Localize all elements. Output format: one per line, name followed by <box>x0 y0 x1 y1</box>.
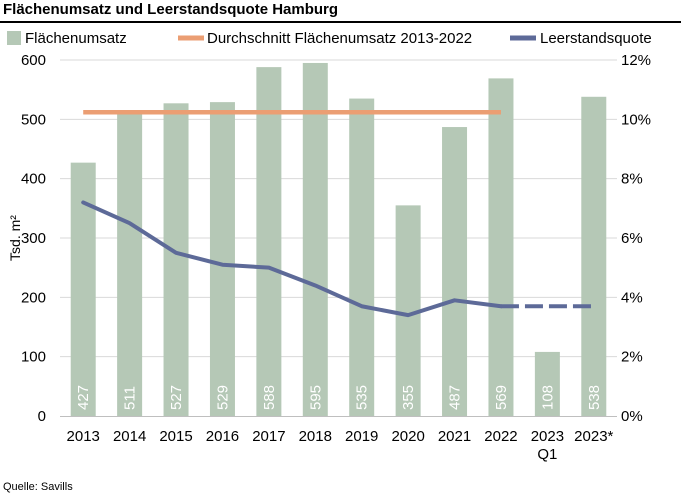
y2-tick-label: 4% <box>621 289 643 306</box>
bar-value-label: 355 <box>400 385 417 410</box>
x-tick-label: 2020 <box>391 428 424 445</box>
bar-value-label: 538 <box>586 385 603 410</box>
y-tick-label: 400 <box>21 171 46 188</box>
x-tick-label: 2023 Q1 <box>531 428 564 463</box>
gridlines <box>60 59 617 358</box>
y-tick-label: 100 <box>21 349 46 366</box>
x-tick-label: 2014 <box>113 428 146 445</box>
y2-tick-label: 2% <box>621 349 643 366</box>
legend: Flächenumsatz Durchschnitt Flächenumsatz … <box>7 30 652 47</box>
legend-label: Flächenumsatz <box>25 30 127 47</box>
y-tick-label: 600 <box>21 52 46 69</box>
x-tick-label: 2022 <box>484 428 517 445</box>
x-tick-label: 2013 <box>67 428 100 445</box>
y2-tick-label: 8% <box>621 171 643 188</box>
x-tick-label: 2016 <box>206 428 239 445</box>
bar-value-label: 511 <box>122 386 139 410</box>
x-tick-label: 2015 <box>159 428 192 445</box>
vacancy-line <box>81 200 503 318</box>
y-tick-label: 300 <box>21 230 46 247</box>
x-tick-label: 2023* <box>574 428 613 445</box>
bar-value-label: 427 <box>75 385 92 410</box>
bar-value-label: 487 <box>447 385 464 410</box>
x-tick-label: 2021 <box>438 428 471 445</box>
bar-value-label: 108 <box>539 385 556 410</box>
bar <box>534 351 560 416</box>
bar-value-label: 569 <box>493 385 510 410</box>
bar-value-label: 595 <box>307 385 324 410</box>
series-lines <box>81 109 594 318</box>
x-tick-label: 2019 <box>345 428 378 445</box>
bar <box>442 127 468 417</box>
y-tick-label: 0 <box>38 408 46 425</box>
bar <box>488 78 514 416</box>
y2-tick-label: 10% <box>621 111 651 128</box>
bar <box>302 62 328 416</box>
bar <box>349 98 375 417</box>
bars: 427 511 527 529 588 595 535 355 487 569 108 538 <box>70 62 607 417</box>
legend-swatch-bar <box>7 31 21 45</box>
chart-title: Flächenumsatz und Leerstandsquote Hambur… <box>3 1 339 18</box>
bar <box>163 103 189 417</box>
bar-value-label: 588 <box>261 385 278 410</box>
axes: 0 100 200 300 400 500 600 0% 2% 4% 6% 8% 10% 12% 2013 2… <box>7 52 651 463</box>
bar <box>117 112 143 416</box>
bar-value-label: 535 <box>354 385 371 410</box>
y-axis-title: Tsd. m² <box>7 215 23 261</box>
y-tick-label: 500 <box>21 111 46 128</box>
y2-tick-label: 0% <box>621 408 643 425</box>
bar-value-label: 527 <box>168 385 185 410</box>
bar <box>256 67 282 417</box>
title-divider <box>0 21 681 23</box>
y2-tick-label: 12% <box>621 52 651 69</box>
bar-value-label: 529 <box>214 385 231 410</box>
legend-label: Durchschnitt Flächenumsatz 2013-2022 <box>207 30 472 47</box>
x-tick-label: 2018 <box>299 428 332 445</box>
y2-tick-label: 6% <box>621 230 643 247</box>
x-tick-label: 2017 <box>252 428 285 445</box>
bar <box>209 102 235 417</box>
legend-label: Leerstandsquote <box>540 30 652 47</box>
bar <box>581 96 607 416</box>
y-tick-label: 200 <box>21 289 46 306</box>
source-note: Quelle: Savills <box>3 481 73 493</box>
